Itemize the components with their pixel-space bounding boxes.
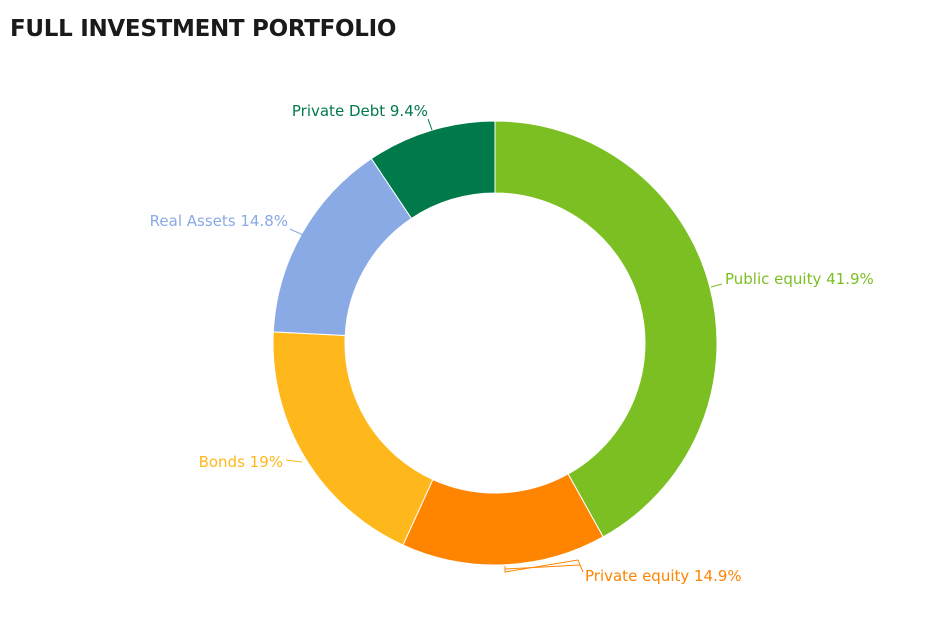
data-label: Private equity 14.9% <box>585 567 742 585</box>
leader-line <box>285 459 303 463</box>
slice-bonds[interactable] <box>272 331 434 546</box>
slice-private-debt[interactable] <box>370 120 496 220</box>
slice-private-equity[interactable] <box>402 473 604 566</box>
data-label: Private Debt 9.4% <box>292 102 428 120</box>
slice-public-equity[interactable] <box>494 120 718 538</box>
chart-title: FULL INVESTMENT PORTFOLIO <box>10 16 397 42</box>
leader-line <box>504 564 581 570</box>
data-label: Bonds 19% <box>199 453 283 471</box>
leader-line <box>504 559 584 573</box>
data-label: Real Assets 14.8% <box>150 212 288 230</box>
leader-line <box>289 228 304 236</box>
data-label: Public equity 41.9% <box>725 270 874 288</box>
leader-line <box>710 283 723 288</box>
leader-line <box>427 118 433 131</box>
